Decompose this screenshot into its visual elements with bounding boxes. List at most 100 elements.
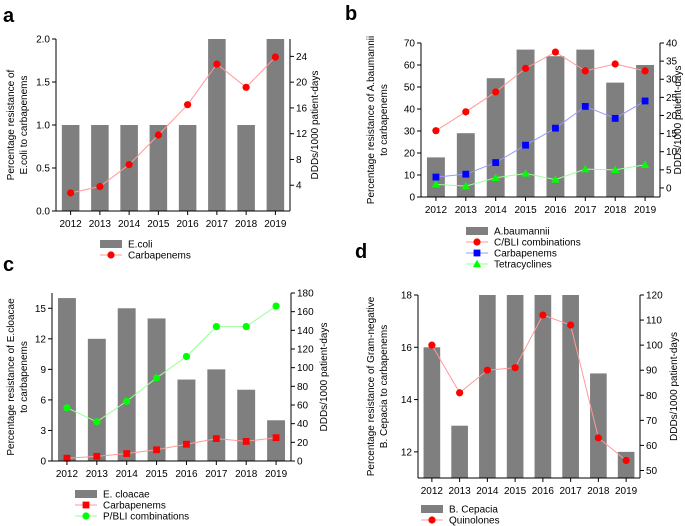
data-point-2013 — [93, 452, 101, 460]
x-tick-label: 2014 — [476, 486, 499, 497]
data-point-2015 — [522, 141, 529, 149]
x-tick-label: 2016 — [177, 219, 200, 230]
y2-tick-label: 20 — [666, 111, 678, 122]
y2-tick-label: 100 — [297, 363, 314, 374]
bar-2015 — [147, 318, 166, 461]
data-point-2013 — [93, 418, 101, 426]
data-point-2016 — [551, 48, 560, 56]
legend-label: Carbapenems — [103, 501, 166, 512]
y-tick-label: 12 — [401, 447, 413, 458]
chart-panel-a: a 0.0 0.5 1.0 1.5 2.0 4 8 12 16 20 24 2012 2013 2014 20… — [3, 5, 321, 262]
legend-label: E. cloacae — [103, 490, 150, 501]
legend-swatch-marker — [107, 251, 115, 259]
legend-label: Carbapenems — [494, 249, 557, 260]
bar-2014 — [117, 308, 136, 461]
y-tick-label: 0.0 — [36, 207, 50, 218]
data-point-2019 — [271, 53, 279, 61]
x-tick-label: 2014 — [116, 469, 139, 480]
panel-letter-c: c — [3, 254, 14, 276]
y-tick-label: 18 — [401, 291, 413, 302]
y-tick-label: 2.0 — [36, 35, 50, 46]
data-point-2018 — [611, 60, 619, 68]
data-point-2018 — [594, 434, 602, 442]
y-tick-label: 12 — [35, 334, 47, 345]
data-point-2017 — [212, 323, 220, 331]
series-line-p-bli-combinations — [66, 305, 277, 423]
x-tick-label: 2013 — [89, 219, 112, 230]
y-axis-title: to carbapenems — [379, 84, 390, 156]
data-point-2014 — [483, 366, 491, 374]
y2-tick-label: 80 — [297, 382, 309, 393]
data-point-2017 — [581, 103, 589, 110]
x-tick-label: 2019 — [615, 486, 638, 497]
y-tick-label: 14 — [401, 395, 413, 406]
y-tick-label: 60 — [404, 61, 416, 72]
bar-2016 — [534, 295, 552, 478]
data-point-2017 — [581, 164, 590, 173]
y-tick-label: 0.5 — [36, 164, 50, 175]
legend-swatch-bar — [466, 227, 488, 235]
bar-2015 — [516, 49, 535, 197]
legend-swatch-bar — [421, 505, 443, 513]
bar-2016 — [178, 125, 197, 211]
data-point-2017 — [567, 321, 575, 329]
x-tick-label: 2016 — [532, 486, 555, 497]
data-point-2013 — [456, 389, 464, 397]
data-point-2019 — [640, 160, 650, 168]
legend-swatch-marker — [82, 512, 90, 520]
data-point-2016 — [182, 352, 191, 361]
x-tick-label: 2018 — [604, 205, 627, 216]
data-point-2018 — [610, 165, 620, 174]
bar-2017 — [207, 369, 226, 461]
x-tick-label: 2014 — [485, 205, 508, 216]
bar-2019 — [617, 451, 635, 478]
data-point-2012 — [63, 454, 71, 462]
y2-tick-label: 140 — [297, 326, 314, 337]
bar-2012 — [61, 125, 80, 211]
y2-tick-label: 10 — [666, 147, 678, 158]
y2-tick-label: 24 — [296, 52, 308, 63]
data-point-2016 — [184, 101, 192, 109]
y2-tick-label: 60 — [297, 401, 309, 412]
y2-tick-label: 8 — [296, 155, 302, 166]
data-point-2015 — [153, 446, 160, 454]
data-point-2013 — [96, 182, 104, 191]
y-tick-label: 70 — [404, 39, 416, 50]
x-tick-label: 2017 — [560, 486, 583, 497]
data-point-2014 — [125, 161, 133, 169]
x-tick-label: 2017 — [206, 219, 229, 230]
x-tick-label: 2019 — [265, 469, 288, 480]
bar-2014 — [486, 78, 505, 197]
x-tick-label: 2012 — [56, 469, 79, 480]
y2-tick-label: 180 — [297, 289, 314, 300]
series-line-carbapenems — [70, 56, 276, 194]
y2-tick-label: 0 — [666, 183, 672, 194]
data-point-2018 — [611, 114, 619, 122]
series-line-carbapenems — [435, 100, 646, 178]
legend-label: A.baumannii — [494, 227, 550, 238]
data-point-2016 — [539, 311, 547, 319]
y-tick-label: 10 — [404, 171, 416, 182]
y2-tick-label: 90 — [646, 366, 658, 377]
data-point-2015 — [521, 64, 530, 72]
data-point-2012 — [432, 127, 440, 135]
y2-axis-title: DDDs/1000 patient-days — [319, 323, 330, 432]
bar-2013 — [451, 425, 468, 478]
y2-tick-label: 12 — [296, 129, 308, 140]
data-point-2012 — [431, 180, 441, 188]
y2-tick-label: 160 — [297, 307, 314, 318]
y2-tick-label: 40 — [666, 39, 678, 50]
y2-tick-label: 16 — [296, 103, 308, 114]
y2-tick-label: 30 — [666, 75, 678, 86]
y2-axis-title: DDDs/1000 patient-days — [669, 332, 680, 441]
data-point-2014 — [123, 397, 131, 405]
data-point-2012 — [428, 341, 436, 349]
legend-swatch-marker — [472, 259, 482, 268]
data-point-2017 — [212, 435, 220, 442]
bar-2017 — [208, 39, 226, 211]
bar-2013 — [87, 338, 106, 461]
data-point-2018 — [242, 83, 250, 91]
x-tick-label: 2019 — [264, 219, 287, 230]
panel-letter-a: a — [3, 5, 15, 27]
